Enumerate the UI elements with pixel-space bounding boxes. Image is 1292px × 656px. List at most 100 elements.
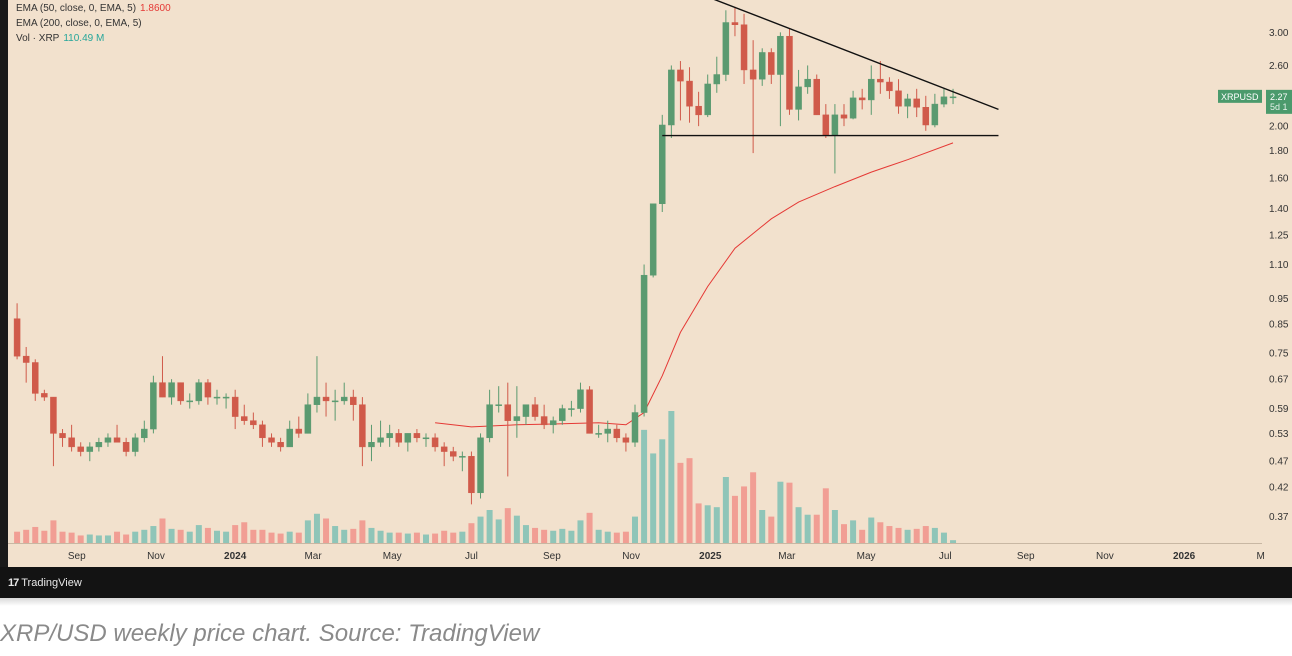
volume-bar — [577, 520, 584, 543]
candle-body — [822, 114, 830, 136]
volume-bar — [841, 524, 847, 543]
candle-body — [477, 437, 484, 494]
ema-50-line — [435, 142, 954, 428]
volume-bar — [904, 529, 911, 543]
legend-ema50-label: EMA (50, close, 0, EMA, 5) — [16, 3, 137, 14]
price-tag-interval: 5d 1 — [1270, 102, 1288, 112]
candle-body — [840, 114, 848, 119]
chart-plot-area[interactable] — [8, 0, 1262, 543]
y-tick-label: 1.60 — [1269, 173, 1289, 184]
candle-body — [777, 35, 784, 75]
candle-body — [77, 446, 84, 452]
volume-bar — [304, 520, 311, 543]
price-chart[interactable]: 3.00 2.60 2.00 1.80 1.60 1.40 1.25 1.10 0.95 0.85… — [0, 0, 1292, 567]
y-tick-label: 2.60 — [1269, 61, 1289, 72]
volume-bar — [404, 533, 411, 543]
tradingview-brand[interactable]: 17 TradingView — [8, 577, 82, 589]
tradingview-brand-label: TradingView — [21, 577, 82, 589]
candle-body — [513, 416, 521, 421]
volume-bar — [277, 533, 284, 543]
y-tick-label: 0.53 — [1269, 429, 1289, 440]
volume-bar — [595, 529, 602, 543]
volume-bar — [659, 439, 666, 543]
volume-bar — [813, 514, 820, 543]
volume-bar — [114, 531, 121, 543]
y-tick-label: 0.47 — [1269, 457, 1289, 468]
x-tick-label: May — [383, 551, 402, 562]
candle-body — [713, 74, 721, 85]
candle-body — [813, 78, 820, 116]
x-axis-bar[interactable] — [8, 543, 1262, 568]
volume-bar — [513, 515, 520, 543]
volume-bar — [931, 527, 938, 543]
candle-body — [586, 389, 593, 434]
candle-body — [95, 442, 103, 448]
y-tick-label: 0.75 — [1269, 349, 1289, 360]
volume-bar — [259, 529, 266, 543]
candle-body — [259, 424, 266, 439]
candle-body — [577, 389, 584, 409]
candle-body — [68, 437, 75, 448]
volume-bar — [23, 529, 30, 543]
x-tick-label: Mar — [304, 551, 322, 562]
volume-bar — [868, 517, 875, 543]
candle-body — [41, 393, 48, 398]
x-tick-label: 2026 — [1173, 551, 1196, 562]
candle-body — [640, 274, 648, 413]
volume-bar — [313, 513, 320, 543]
volume-bar — [377, 530, 384, 543]
legend-volume[interactable]: Vol · XRP 110.49 M — [16, 33, 104, 44]
volume-bar — [895, 527, 902, 543]
candle-body — [404, 433, 412, 443]
candle-body — [649, 203, 657, 276]
candle-body — [722, 22, 730, 75]
candle-body — [886, 81, 893, 92]
volume-bar — [768, 516, 775, 543]
candle-body — [622, 437, 630, 443]
legend-ema50[interactable]: EMA (50, close, 0, EMA, 5) 1.8600 — [16, 3, 171, 14]
candle-body — [159, 382, 166, 398]
volume-bar — [368, 527, 375, 543]
volume-bar — [786, 482, 793, 543]
candle-body — [368, 442, 375, 448]
volume-bar — [541, 529, 548, 543]
x-tick-label: Mar — [778, 551, 796, 562]
volume-bar — [668, 411, 675, 543]
y-tick-label: 1.25 — [1269, 230, 1289, 241]
candle-body — [768, 52, 775, 75]
candle-body — [150, 382, 157, 430]
candle-body — [395, 433, 402, 443]
candle-body — [231, 396, 239, 417]
volume-bar — [922, 526, 929, 543]
x-tick-label: Jul — [465, 551, 478, 562]
candle-body — [59, 433, 66, 439]
candle-body — [250, 420, 257, 426]
volume-bar — [386, 532, 393, 543]
chart-footer — [0, 567, 1292, 598]
legend-ema200[interactable]: EMA (200, close, 0, EMA, 5) — [16, 18, 142, 29]
x-tick-label: 2025 — [699, 551, 722, 562]
candle-body — [858, 97, 866, 101]
x-tick-label: May — [857, 551, 876, 562]
candle-body — [195, 382, 203, 402]
volume-bar — [722, 477, 729, 543]
frame-shadow — [0, 598, 1292, 606]
volume-bar — [559, 528, 566, 543]
candle-body — [86, 446, 94, 452]
volume-bar — [522, 525, 529, 543]
candle-body — [286, 428, 293, 448]
y-tick-label: 0.59 — [1269, 404, 1289, 415]
candle-body — [531, 404, 539, 417]
volume-bar — [341, 529, 348, 543]
volume-bar — [650, 453, 657, 543]
volume-bar — [532, 527, 539, 543]
volume-bar — [41, 530, 48, 543]
volume-bar — [50, 520, 57, 543]
candle-body — [758, 52, 766, 80]
volume-bar — [413, 532, 420, 543]
volume-bar — [395, 532, 402, 543]
legend-volume-label: Vol · XRP — [16, 33, 60, 44]
candle-body — [277, 442, 284, 448]
candle-body — [740, 24, 748, 71]
y-tick-label: 1.10 — [1269, 260, 1289, 271]
